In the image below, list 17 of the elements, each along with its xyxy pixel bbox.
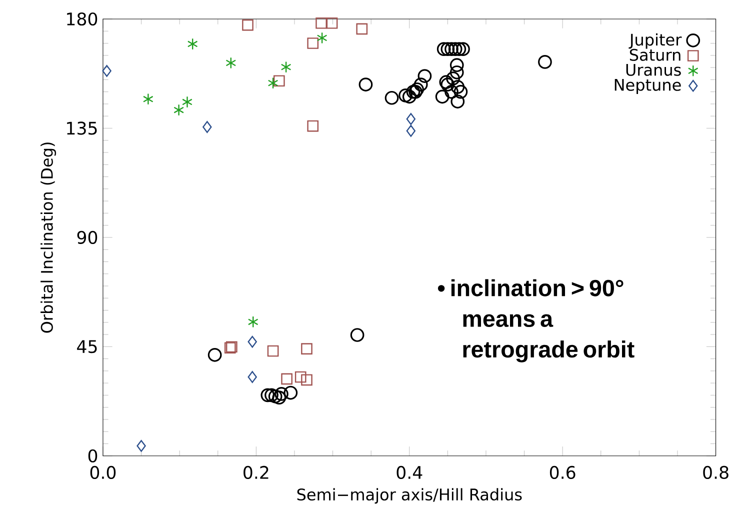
y-tick-label: 180 <box>67 12 98 26</box>
x-tick-label: 0.6 <box>550 466 576 480</box>
legend-label: Uranus <box>626 64 681 76</box>
x-tick-label: 0.4 <box>396 466 422 480</box>
annotation: • inclination > 90° means a retrograde orbit <box>438 279 634 362</box>
legend-label: Neptune <box>614 79 681 94</box>
y-axis-title: Orbital Inclination (Deg) <box>40 142 56 333</box>
x-tick-label: 0.0 <box>90 466 116 480</box>
y-tick-label: 45 <box>77 340 97 354</box>
y-tick-label: 135 <box>67 122 97 135</box>
x-axis-title: Semi−major axis/Hill Radius <box>297 488 522 504</box>
y-tick-label: 0 <box>88 449 98 462</box>
x-tick-label: 0.8 <box>703 466 728 480</box>
y-tick-label: 90 <box>77 230 98 244</box>
x-tick-label: 0.2 <box>244 466 268 480</box>
legend-label: Jupiter <box>628 33 682 49</box>
legend-label: Saturn <box>630 48 680 61</box>
